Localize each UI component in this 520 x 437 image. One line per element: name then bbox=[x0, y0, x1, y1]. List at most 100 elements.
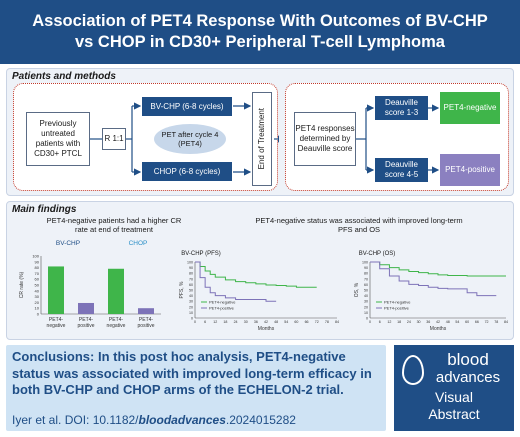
y-tick-label: 30 bbox=[189, 300, 193, 304]
conclusions-label: Conclusions: bbox=[12, 349, 95, 364]
bar bbox=[48, 266, 64, 314]
x-tick-label: 84 bbox=[335, 320, 339, 324]
y-tick-label: 80 bbox=[35, 265, 40, 270]
y-tick-label: 60 bbox=[364, 283, 368, 287]
x-tick-label: 6 bbox=[204, 320, 206, 324]
survival-chart-heading: PET4-negative status was associated with… bbox=[255, 216, 463, 234]
y-tick-label: 80 bbox=[364, 272, 368, 276]
y-tick-label: 0 bbox=[37, 312, 40, 317]
km-curve bbox=[195, 261, 317, 288]
pfs-chart-title: BV-CHP (PFS) bbox=[181, 251, 221, 257]
y-tick-label: 50 bbox=[35, 283, 40, 288]
y-tick-label: 0 bbox=[191, 317, 193, 321]
x-tick-label: positive bbox=[78, 323, 95, 329]
x-tick-label: PET4- bbox=[109, 317, 124, 323]
x-tick-label: 54 bbox=[455, 320, 459, 324]
x-tick-label: negative bbox=[47, 323, 66, 329]
x-tick-label: 36 bbox=[426, 320, 430, 324]
x-tick-label: 48 bbox=[446, 320, 450, 324]
blood-drop-icon bbox=[402, 355, 424, 385]
logo-line1: blood bbox=[447, 350, 489, 369]
y-tick-label: 10 bbox=[364, 311, 368, 315]
bar bbox=[78, 302, 94, 314]
y-tick-label: 70 bbox=[364, 277, 368, 281]
arm-bvchp-box: BV-CHP (6-8 cycles) bbox=[142, 97, 232, 116]
deauville-1-3-box: Deauville score 1-3 bbox=[375, 96, 428, 120]
x-tick-label: 66 bbox=[475, 320, 479, 324]
y-tick-label: 100 bbox=[32, 254, 39, 259]
x-tick-label: 60 bbox=[465, 320, 469, 324]
citation: Iyer et al. DOI: 10.1182/bloodadvances.2… bbox=[12, 413, 296, 427]
flow-arrows bbox=[90, 102, 279, 176]
km-curve bbox=[195, 261, 277, 302]
response-arrows bbox=[356, 104, 440, 174]
bar bbox=[138, 308, 154, 314]
conclusions-text: Conclusions: In this post hoc analysis, … bbox=[12, 349, 384, 399]
x-tick-label: 54 bbox=[284, 320, 288, 324]
y-tick-label: 70 bbox=[189, 277, 193, 281]
y-tick-label: 50 bbox=[364, 289, 368, 293]
patients-box: Previously untreated patients with CD30+… bbox=[26, 112, 90, 166]
y-tick-label: 20 bbox=[364, 305, 368, 309]
citation-journal: bloodadvances bbox=[138, 413, 226, 427]
x-tick-label: 48 bbox=[274, 320, 278, 324]
bvchp-group-label: BV-CHP bbox=[55, 240, 81, 247]
chop-group-label: CHOP bbox=[128, 240, 148, 247]
study-design-box: Previously untreated patients with CD30+… bbox=[13, 83, 279, 191]
page-header: Association of PET4 Response With Outcom… bbox=[0, 0, 520, 64]
y-tick-label: 20 bbox=[189, 305, 193, 309]
legend-label: PET4-negative bbox=[384, 300, 411, 305]
pet4-responses-box: PET4 responses determined by Deauville s… bbox=[294, 112, 356, 166]
x-tick-label: 6 bbox=[379, 320, 381, 324]
x-tick-label: 78 bbox=[325, 320, 329, 324]
end-of-treatment-label: End of Treatment bbox=[257, 108, 266, 170]
y-tick-label: 100 bbox=[362, 261, 368, 265]
x-tick-label: 24 bbox=[407, 320, 411, 324]
x-tick-label: 72 bbox=[485, 320, 489, 324]
km-curve bbox=[370, 261, 497, 297]
page-title-line1: Association of PET4 Response With Outcom… bbox=[32, 12, 488, 30]
y-tick-label: 40 bbox=[35, 288, 40, 293]
citation-suffix: .2024015282 bbox=[225, 413, 296, 427]
logo-line3: Visual bbox=[435, 389, 473, 405]
x-tick-label: positive bbox=[138, 323, 155, 329]
page-title-line2: vs CHOP in CD30+ Peripheral T-cell Lymph… bbox=[74, 33, 445, 51]
logo-line2: advances bbox=[435, 369, 501, 386]
y-tick-label: 90 bbox=[364, 266, 368, 270]
x-tick-label: 30 bbox=[244, 320, 248, 324]
findings-panel: Main findings PET4-negative patients had… bbox=[6, 201, 514, 340]
x-tick-label: 72 bbox=[315, 320, 319, 324]
pet4-negative-box: PET4-negative bbox=[440, 92, 500, 124]
legend-label: PET4-positive bbox=[384, 306, 410, 311]
conclusions-box: Conclusions: In this post hoc analysis, … bbox=[6, 345, 386, 431]
x-tick-label: PET4- bbox=[139, 317, 154, 323]
x-tick-label: 66 bbox=[305, 320, 309, 324]
pet-ellipse: PET after cycle 4 (PET4) bbox=[154, 124, 226, 154]
x-tick-label: 78 bbox=[494, 320, 498, 324]
x-tick-label: 84 bbox=[504, 320, 508, 324]
pet4-response-box: PET4 responses determined by Deauville s… bbox=[285, 83, 509, 191]
methods-title: Patients and methods bbox=[12, 71, 116, 82]
y-tick-label: 90 bbox=[35, 259, 40, 264]
y-tick-label: 40 bbox=[189, 294, 193, 298]
legend-label: PET4-positive bbox=[209, 306, 235, 311]
x-tick-label: 12 bbox=[213, 320, 217, 324]
blood-advances-logo: blood advances Visual Abstract bbox=[394, 345, 514, 431]
y-tick-label: 30 bbox=[364, 300, 368, 304]
x-tick-label: 30 bbox=[417, 320, 421, 324]
x-tick-label: 60 bbox=[294, 320, 298, 324]
x-tick-label: 0 bbox=[369, 320, 371, 324]
x-tick-label: negative bbox=[107, 323, 126, 329]
x-axis-label: Months bbox=[258, 326, 275, 332]
y-tick-label: 40 bbox=[364, 294, 368, 298]
x-tick-label: 36 bbox=[254, 320, 258, 324]
x-axis-label: Months bbox=[430, 326, 447, 332]
legend-label: PET4-negative bbox=[209, 300, 236, 305]
y-tick-label: 0 bbox=[366, 317, 368, 321]
bar bbox=[108, 268, 124, 314]
km-curve bbox=[370, 261, 506, 277]
y-axis-label: OS, % bbox=[354, 282, 360, 297]
